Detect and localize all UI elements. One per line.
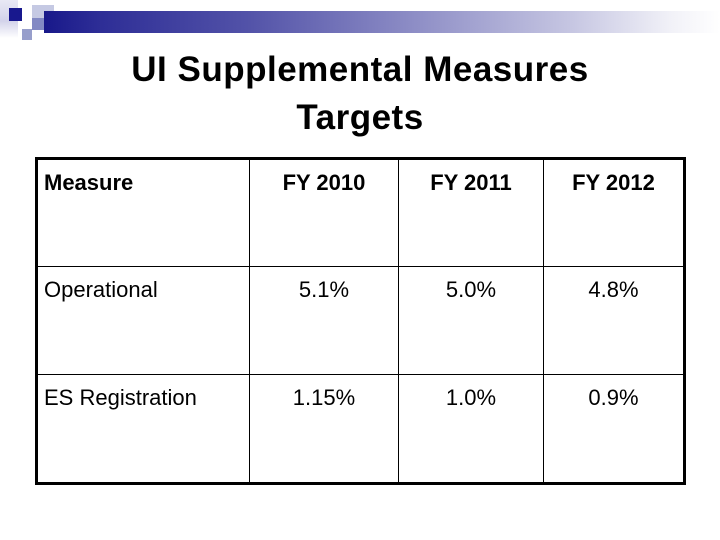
table-header-fy2011: FY 2011 (398, 158, 544, 267)
deco-navy-square-icon (9, 8, 22, 21)
value-cell-fy2010: 1.15% (249, 374, 399, 484)
measure-cell: Operational (36, 266, 250, 375)
value-cell-fy2012: 4.8% (543, 266, 685, 375)
value-cell-fy2012: 0.9% (543, 374, 685, 484)
measure-cell: ES Registration (36, 374, 250, 484)
slide-title-line1: UI Supplemental Measures (131, 50, 589, 89)
table-header-row: Measure FY 2010 FY 2011 FY 2012 (36, 158, 685, 267)
slide-title: UI Supplemental Measures Targets (30, 46, 690, 142)
slide-title-line2: Targets (296, 98, 424, 137)
deco-medium-square-icon (32, 18, 44, 30)
table-header-fy2010: FY 2010 (249, 158, 399, 267)
value-cell-fy2011: 5.0% (398, 266, 544, 375)
deco-gradient-bar (44, 11, 720, 33)
measures-table: Measure FY 2010 FY 2011 FY 2012 Operatio… (35, 157, 686, 485)
table-row-operational: Operational 5.1% 5.0% 4.8% (36, 266, 685, 375)
value-cell-fy2011: 1.0% (398, 374, 544, 484)
table-header-measure: Measure (36, 158, 250, 267)
value-cell-fy2010: 5.1% (249, 266, 399, 375)
table-row-es-registration: ES Registration 1.15% 1.0% 0.9% (36, 374, 685, 484)
deco-small-square-icon (22, 29, 32, 40)
table-header-fy2012: FY 2012 (543, 158, 685, 267)
